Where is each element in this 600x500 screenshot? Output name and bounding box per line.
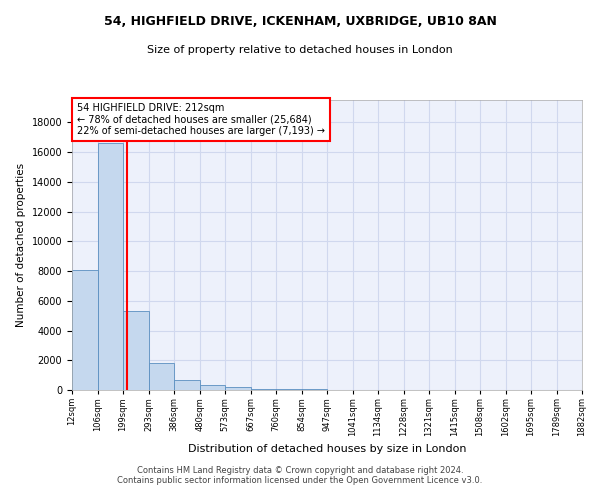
Text: 54 HIGHFIELD DRIVE: 212sqm
← 78% of detached houses are smaller (25,684)
22% of : 54 HIGHFIELD DRIVE: 212sqm ← 78% of deta… — [77, 103, 325, 136]
Text: Size of property relative to detached houses in London: Size of property relative to detached ho… — [147, 45, 453, 55]
Bar — [98, 143, 123, 390]
X-axis label: Distribution of detached houses by size in London: Distribution of detached houses by size … — [188, 444, 466, 454]
Bar — [72, 270, 98, 390]
Text: 54, HIGHFIELD DRIVE, ICKENHAM, UXBRIDGE, UB10 8AN: 54, HIGHFIELD DRIVE, ICKENHAM, UXBRIDGE,… — [104, 15, 496, 28]
Bar — [251, 388, 276, 390]
Bar — [225, 387, 251, 390]
Bar — [174, 380, 200, 390]
Y-axis label: Number of detached properties: Number of detached properties — [16, 163, 26, 327]
Bar — [149, 363, 174, 390]
Bar — [123, 311, 149, 390]
Bar — [276, 389, 302, 390]
Text: Contains HM Land Registry data © Crown copyright and database right 2024.
Contai: Contains HM Land Registry data © Crown c… — [118, 466, 482, 485]
Bar — [200, 385, 225, 390]
